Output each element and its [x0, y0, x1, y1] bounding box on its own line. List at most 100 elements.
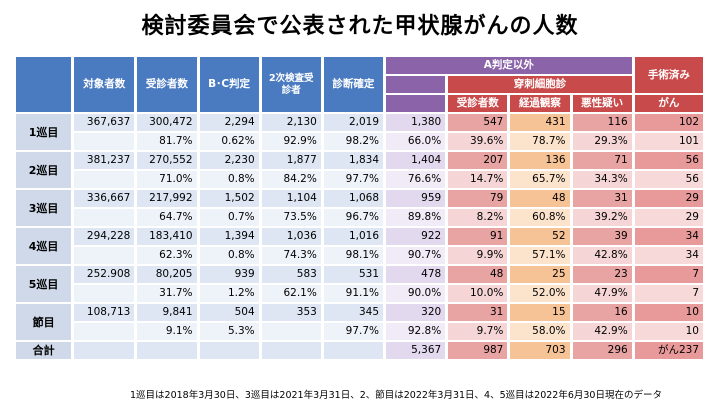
header-surgery: 手術済み [634, 57, 703, 93]
table-cell: 97.7% [323, 323, 384, 340]
table-cell: 47.9% [572, 285, 632, 302]
table-cell: 478 [386, 266, 446, 283]
table-cell: 922 [386, 228, 446, 245]
table-cell [74, 133, 135, 150]
table-cell: 1,404 [386, 152, 446, 169]
table-cell: 98.1% [323, 247, 384, 264]
total-cell [323, 342, 384, 359]
table-cell: 48 [448, 266, 508, 283]
table-cell: 102 [634, 114, 703, 131]
header-a-outside: A判定以外 [386, 57, 632, 74]
header-examined: 受診者数 [137, 57, 197, 112]
table-cell: 34.3% [572, 171, 632, 188]
table-cell: 91.1% [323, 285, 384, 302]
table-cell: 136 [510, 152, 570, 169]
table-cell: 1,834 [323, 152, 384, 169]
total-cell [74, 342, 135, 359]
table-cell: 52 [510, 228, 570, 245]
table-cell: 1,394 [199, 228, 259, 245]
table-cell: 90.0% [386, 285, 446, 302]
table-row: 64.7% 0.7% 73.5% 96.7% 89.8% 8.2% 60.8% 39.2% 29 [16, 209, 703, 226]
table-cell: 217,992 [137, 190, 197, 207]
table-cell: 2,230 [199, 152, 259, 169]
table-cell: 34 [634, 247, 703, 264]
table-row: 1巡目 367,637 300,472 2,294 2,130 2,019 1,380 547… [16, 114, 703, 150]
table-cell: 14.7% [448, 171, 508, 188]
table-cell: 7 [634, 266, 703, 283]
table-cell [74, 171, 135, 188]
row-label: 2巡目 [16, 152, 72, 188]
table-cell: 58.0% [510, 323, 570, 340]
table-cell: 60.8% [510, 209, 570, 226]
table-cell: 65.7% [510, 171, 570, 188]
header-a-outside-spacer-2 [386, 95, 446, 112]
table-cell: 31 [448, 304, 508, 321]
table-cell: 31.7% [137, 285, 197, 302]
header-diagnosis: 診断確定 [323, 57, 384, 112]
table-cell: 96.7% [323, 209, 384, 226]
table-cell: 29.3% [572, 133, 632, 150]
header-target: 対象者数 [74, 57, 135, 112]
table-cell: 89.8% [386, 209, 446, 226]
table-cell: 9.7% [448, 323, 508, 340]
table-cell: 71.0% [137, 171, 197, 188]
table-cell: 353 [261, 304, 321, 321]
header-corner [16, 57, 72, 112]
row-label: 5巡目 [16, 266, 72, 302]
header-cancer: がん [634, 95, 703, 112]
table-cell: 1,380 [386, 114, 446, 131]
total-cell: 296 [572, 342, 632, 359]
header-row-2: 穿刺細胞診 [16, 76, 703, 93]
table-cell: 56 [634, 152, 703, 169]
table-cell: 66.0% [386, 133, 446, 150]
table-cell: 0.62% [199, 133, 259, 150]
table-cell [74, 247, 135, 264]
table-cell: 84.2% [261, 171, 321, 188]
table-cell: 1,104 [261, 190, 321, 207]
table-cell: 34 [634, 228, 703, 245]
table-cell: 1,502 [199, 190, 259, 207]
table-cell: 1,877 [261, 152, 321, 169]
table-cell: 10.0% [448, 285, 508, 302]
table-cell: 78.7% [510, 133, 570, 150]
table-cell: 92.8% [386, 323, 446, 340]
total-cell: 987 [448, 342, 508, 359]
results-table: 対象者数 受診者数 B･C判定 2次検査受診者 診断確定 A判定以外 手術済み … [13, 55, 706, 361]
table-cell: 504 [199, 304, 259, 321]
table-cell: 48 [510, 190, 570, 207]
table-row: 62.3% 0.8% 74.3% 98.1% 90.7% 9.9% 57.1% 42.8% 34 [16, 247, 703, 264]
table-cell [74, 285, 135, 302]
table-cell: 76.6% [386, 171, 446, 188]
table-cell [74, 209, 135, 226]
table-cell: 345 [323, 304, 384, 321]
row-label: 節目 [16, 304, 72, 340]
table-cell: 300,472 [137, 114, 197, 131]
table-cell: 2,294 [199, 114, 259, 131]
table-cell: 320 [386, 304, 446, 321]
table-cell: 0.8% [199, 171, 259, 188]
table-cell: 9.9% [448, 247, 508, 264]
header-a-outside-spacer [386, 76, 446, 93]
table-row: 31.7% 1.2% 62.1% 91.1% 90.0% 10.0% 52.0% 47.9% 7 [16, 285, 703, 302]
table-row: 3巡目 336,667 217,992 1,502 1,104 1,068 959 79 48 3… [16, 190, 703, 226]
table-cell: 183,410 [137, 228, 197, 245]
table-cell: 25 [510, 266, 570, 283]
total-label: 合計 [16, 342, 72, 359]
table-cell: 252.908 [74, 266, 135, 283]
header-fna: 穿刺細胞診 [448, 76, 632, 93]
table-cell: 10 [634, 323, 703, 340]
table-cell: 71 [572, 152, 632, 169]
table-cell: 381,237 [74, 152, 135, 169]
table-cell: 8.2% [448, 209, 508, 226]
table-cell: 9,841 [137, 304, 197, 321]
table-cell: 80,205 [137, 266, 197, 283]
row-label: 3巡目 [16, 190, 72, 226]
table-cell: 7 [634, 285, 703, 302]
table-row: 2巡目 381,237 270,552 2,230 1,877 1,834 1,404 207… [16, 152, 703, 188]
table-cell: 42.8% [572, 247, 632, 264]
row-label: 4巡目 [16, 228, 72, 264]
table-cell: 2,019 [323, 114, 384, 131]
total-cell: 703 [510, 342, 570, 359]
table-cell: 79 [448, 190, 508, 207]
table-cell: 29 [634, 209, 703, 226]
